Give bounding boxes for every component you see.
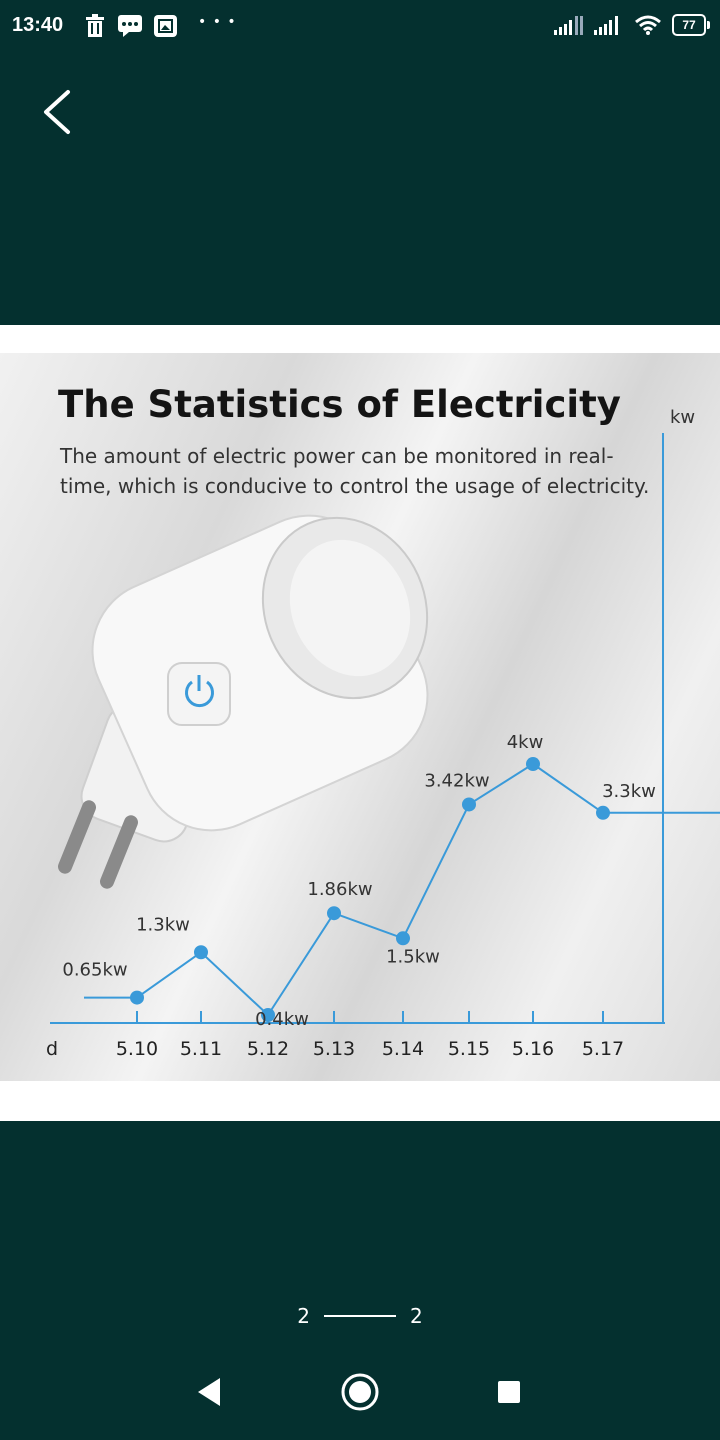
signal-icon — [594, 16, 618, 35]
data-label: 3.42kw — [424, 770, 489, 791]
image-title: The Statistics of Electricity — [58, 383, 621, 426]
x-tick-label: 5.17 — [582, 1038, 624, 1060]
x-tick-label: 5.16 — [512, 1038, 554, 1060]
data-label: 1.5kw — [386, 946, 440, 967]
data-point — [526, 757, 540, 771]
x-tick-label: 5.14 — [382, 1038, 424, 1060]
y-axis-label: kw — [670, 407, 695, 428]
nav-home-icon[interactable] — [338, 1370, 382, 1414]
electricity-chart: d kw 5.10 5.11 5.12 5.13 5.14 5.15 5.16 5.17 0.65k… — [46, 407, 720, 1060]
page-current: 2 — [297, 1304, 310, 1328]
pager-divider — [324, 1315, 396, 1317]
data-point — [327, 906, 341, 921]
x-tick-label: 5.13 — [313, 1038, 355, 1060]
x-tick-label: 5.10 — [116, 1038, 158, 1060]
x-tick-label: 5.15 — [448, 1038, 490, 1060]
wifi-icon — [635, 15, 661, 35]
data-label: 0.4kw — [255, 1009, 309, 1030]
x-tick-label: 5.11 — [180, 1038, 222, 1060]
data-point — [130, 990, 144, 1005]
x-tick-label: 5.12 — [247, 1038, 289, 1060]
page-total: 2 — [410, 1304, 423, 1328]
data-label: 1.86kw — [307, 879, 372, 900]
data-point — [194, 945, 208, 960]
product-image: d kw 5.10 5.11 5.12 5.13 5.14 5.15 5.16 5.17 0.65k… — [0, 353, 720, 1081]
chat-icon — [118, 15, 142, 37]
nav-recents-icon[interactable] — [490, 1370, 530, 1414]
gallery-icon — [154, 15, 177, 37]
data-point — [462, 797, 476, 812]
nav-back-icon[interactable] — [190, 1370, 230, 1414]
data-point — [261, 1008, 275, 1022]
data-label: 0.65kw — [62, 960, 127, 981]
signal-icon — [554, 16, 583, 35]
data-point — [596, 805, 610, 820]
x-axis-label: d — [46, 1038, 58, 1060]
status-bar: 13:40 • • • 77 — [0, 0, 720, 52]
battery-icon: 77 — [672, 14, 710, 36]
navigation-bar — [0, 1360, 720, 1424]
data-label: 3.3kw — [602, 781, 656, 802]
image-subtitle: The amount of electric power can be moni… — [60, 444, 650, 498]
image-viewer[interactable]: d kw 5.10 5.11 5.12 5.13 5.14 5.15 5.16 5.17 0.65k… — [0, 325, 720, 1121]
overflow-indicator: • • • — [198, 14, 237, 30]
data-label: 1.3kw — [136, 914, 190, 935]
back-arrow-icon[interactable] — [30, 82, 90, 142]
data-point — [396, 931, 410, 946]
trash-icon — [86, 14, 104, 37]
data-label: 4kw — [507, 732, 544, 753]
page-indicator: 2 2 — [0, 1296, 720, 1336]
series-line — [136, 762, 604, 1017]
smart-plug-illustration — [58, 514, 429, 889]
status-time: 13:40 — [12, 14, 64, 36]
